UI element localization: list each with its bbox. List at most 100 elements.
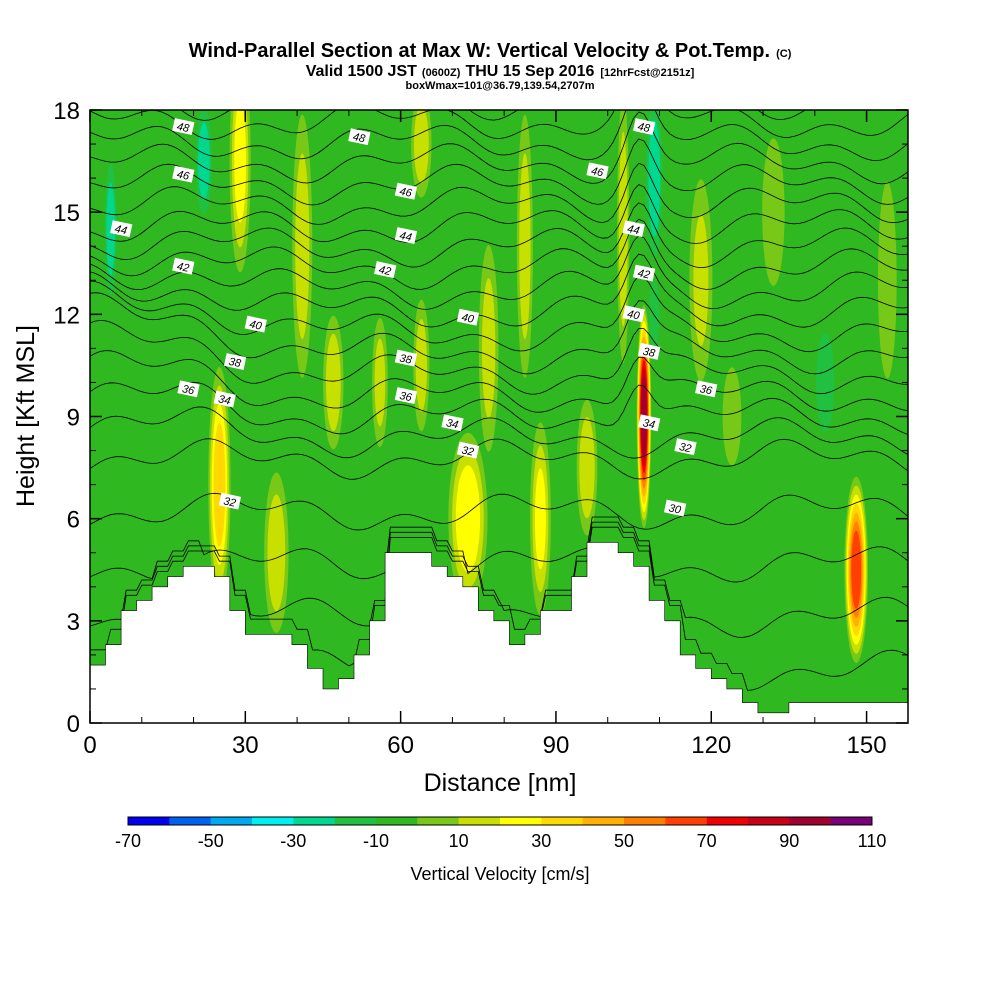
- contour-label-box: [456, 441, 480, 459]
- isentrope-line: [90, 350, 908, 413]
- contour-label-text: 46: [398, 186, 413, 200]
- colorbar-tick-label: -50: [198, 831, 224, 851]
- isentrope-line: [90, 516, 908, 583]
- updraft-cell: [448, 432, 488, 605]
- contour-label: 34: [441, 414, 464, 432]
- contour-label-box: [172, 118, 195, 135]
- contour-label-text: 34: [445, 417, 459, 431]
- contour-label-box: [441, 414, 464, 432]
- colorbar-swatch: [169, 817, 211, 825]
- colorbar-title: Vertical Velocity [cm/s]: [410, 864, 589, 884]
- contour-label: 42: [374, 261, 397, 278]
- isentrope-line: [90, 292, 908, 375]
- colorbar-swatch: [293, 817, 335, 825]
- contour-label-box: [663, 499, 687, 517]
- isentrope-line: [90, 162, 908, 225]
- y-tick-label: 0: [67, 711, 80, 738]
- velocity-band: [649, 279, 660, 349]
- updraft-cell: [722, 367, 742, 466]
- contour-label-box: [394, 182, 418, 200]
- downdraft-cell: [649, 279, 660, 349]
- updraft-cell: [689, 179, 713, 382]
- contour-label-text: 36: [398, 390, 413, 404]
- contour-label-box: [177, 380, 200, 398]
- velocity-band: [374, 338, 386, 427]
- contour-label-box: [213, 390, 236, 408]
- contour-label: 48: [172, 118, 195, 135]
- colorbar-tick-label: -10: [363, 831, 389, 851]
- downdraft-cell: [816, 332, 835, 433]
- colorbar-swatch: [665, 817, 707, 825]
- isentrope-line: [90, 110, 908, 162]
- updraft-cell: [208, 366, 231, 603]
- downdraft-cell: [195, 110, 213, 215]
- velocity-band: [197, 122, 210, 201]
- colorbar-swatch: [624, 817, 666, 825]
- isentrope-line: [90, 202, 908, 269]
- contour-label-box: [223, 353, 247, 370]
- velocity-band: [413, 110, 429, 183]
- colorbar-tick-label: 30: [531, 831, 551, 851]
- contour-label: 44: [622, 220, 645, 237]
- isentrope-line: [90, 319, 908, 395]
- chart-subtitle: Valid 1500 JST (0600Z) THU 15 Sep 2016 [12h…: [306, 63, 695, 80]
- contour-label-box: [695, 380, 718, 398]
- contour-label: 48: [348, 128, 371, 146]
- y-axis-label: Height [Kft MSL]: [12, 325, 40, 507]
- contour-label-text: 48: [352, 131, 367, 145]
- contour-label-box: [638, 414, 661, 432]
- contour-label: 34: [638, 414, 661, 432]
- velocity-band: [534, 468, 546, 570]
- contour-label-text: 38: [398, 352, 413, 366]
- contour-label-text: 38: [228, 356, 243, 370]
- velocity-band: [481, 278, 496, 419]
- updraft-cell: [478, 245, 499, 452]
- x-tick-label: 30: [232, 732, 259, 759]
- contour-label-box: [456, 308, 480, 326]
- colorbar-swatch: [500, 817, 542, 825]
- velocity-band: [106, 182, 115, 276]
- colorbar: -70 -50 -30 -10 10 30 50 70 90 110: [115, 816, 886, 851]
- contour-label-text: 44: [626, 223, 640, 237]
- isentrope-line: [90, 438, 908, 480]
- plot-area: 48 48 48 46 46 46 44 44 44 42 42 42 40 40 40 38 38 38 36 36…: [90, 110, 908, 723]
- velocity-band: [762, 138, 785, 286]
- contour-label: 32: [456, 441, 480, 459]
- contour-label-box: [632, 264, 656, 282]
- velocity-band: [722, 367, 742, 466]
- velocity-band: [267, 494, 286, 612]
- velocity-band: [648, 119, 661, 237]
- contour-label-text: 32: [460, 444, 474, 458]
- contour-label: 36: [695, 380, 718, 398]
- velocity-band: [455, 465, 481, 572]
- contour-label: 46: [394, 182, 418, 200]
- contour-label-text: 38: [642, 346, 657, 360]
- contour-label-text: 44: [398, 230, 412, 244]
- contour-label-text: 44: [114, 223, 128, 237]
- contour-labels: 48 48 48 46 46 46 44 44 44 42 42 42 40 40 40 38 38 38 36 36…: [110, 118, 718, 517]
- contour-label-box: [586, 162, 609, 180]
- contour-label-box: [110, 220, 133, 238]
- y-tick-label: 3: [67, 609, 80, 636]
- isentrope-line: [90, 138, 908, 206]
- x-tick-label: 90: [543, 732, 570, 759]
- colorbar-swatch: [706, 817, 749, 825]
- colorbar-tick-label: -70: [115, 831, 141, 851]
- contour-label: 44: [110, 220, 133, 238]
- contour-label-box: [172, 165, 195, 183]
- terrain: [90, 542, 908, 723]
- contour-label-box: [394, 387, 418, 405]
- contour-label-box: [244, 315, 267, 333]
- y-tick-label: 6: [67, 507, 80, 534]
- contour-label-text: 34: [642, 417, 656, 431]
- velocity-band: [415, 318, 427, 412]
- updraft-cell: [762, 138, 785, 286]
- contour-label-box: [674, 438, 697, 456]
- colorbar-swatch: [582, 817, 625, 825]
- updraft-cell: [411, 110, 432, 198]
- contour-label: 30: [663, 499, 687, 517]
- contour-label-box: [632, 118, 656, 135]
- contour-label-text: 32: [222, 495, 236, 509]
- contour-label-text: 36: [181, 383, 196, 397]
